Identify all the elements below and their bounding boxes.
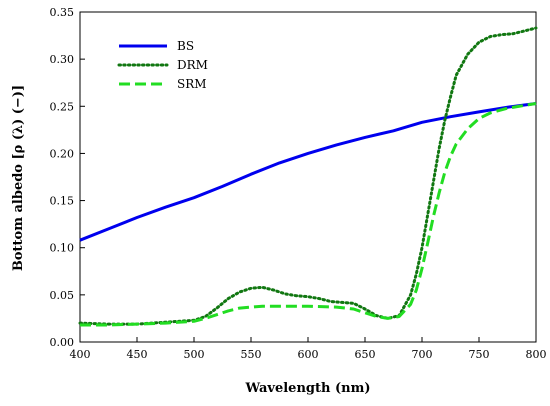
series-layer [78, 26, 538, 327]
series-line-srm [80, 102, 537, 327]
x-tick-label: 750 [469, 348, 490, 361]
legend: BS DRM SRM [117, 39, 208, 91]
x-axis-title: Wavelength (nm) [245, 381, 371, 396]
y-tick-label: 0.20 [50, 147, 75, 160]
legend-label-bs: BS [177, 39, 194, 53]
x-tick-label: 450 [127, 348, 148, 361]
y-tick-label: 0.25 [50, 100, 75, 113]
x-tick-label: 500 [184, 348, 205, 361]
y-tick-label: 0.05 [50, 289, 75, 302]
y-tick-label: 0.00 [50, 336, 75, 349]
x-tick-label: 650 [355, 348, 376, 361]
x-tick-label: 700 [412, 348, 433, 361]
series-line-bs [79, 102, 537, 242]
legend-label-srm: SRM [177, 77, 207, 91]
y-axis-title: Bottom albedo [ρ (λ) (−)] [11, 85, 26, 271]
x-axis-ticks: 400 450 500 550 600 650 700 750 800 [70, 337, 547, 361]
x-tick-label: 600 [298, 348, 319, 361]
x-tick-label: 400 [70, 348, 91, 361]
series-line-drm [78, 26, 538, 326]
y-tick-label: 0.15 [50, 195, 75, 208]
legend-label-drm: DRM [177, 58, 208, 72]
y-axis-ticks: 0.00 0.05 0.10 0.15 0.20 0.25 0.30 0.35 [50, 6, 85, 349]
y-tick-label: 0.30 [50, 53, 75, 66]
plot-frame [79, 11, 537, 343]
x-tick-label: 800 [526, 348, 547, 361]
y-tick-label: 0.35 [50, 6, 75, 19]
y-tick-label: 0.10 [50, 242, 75, 255]
x-tick-label: 550 [241, 348, 262, 361]
